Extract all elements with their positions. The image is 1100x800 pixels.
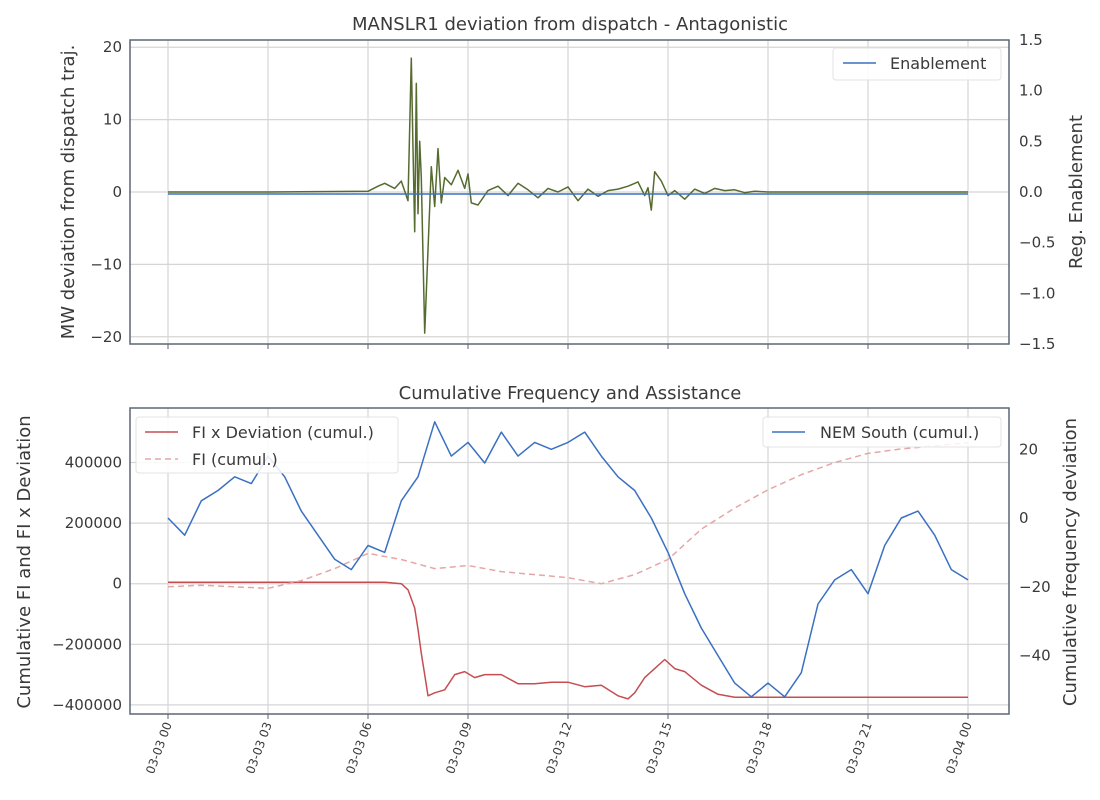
bottom-series-fi-cumul [167,442,969,590]
top-ytick-left-2: 0 [112,183,122,201]
top-chart-title: MANSLR1 deviation from dispatch - Antago… [352,14,788,35]
top-chart: MANSLR1 deviation from dispatch - Antago… [58,14,1087,353]
bottom-xtick-label-7: 03-03 21 [843,720,875,775]
top-ytick-right-6: −1.5 [1019,335,1055,353]
top-ytick-left-4: −20 [90,328,122,346]
bottom-xtick-label-6: 03-03 18 [743,720,775,775]
top-ytick-left-1: 10 [103,111,122,129]
top-ytick-right-1: 1.0 [1019,82,1043,100]
bottom-right-legend[interactable]: NEM South (cumul.) [762,416,1002,448]
top-ytick-right-2: 0.5 [1019,132,1043,150]
legend-label-fi-x-deviation: FI x Deviation (cumul.) [192,423,374,442]
bottom-series-fi-x-deviation-cumul [168,581,968,700]
top-ytick-left-0: 20 [103,38,122,56]
bottom-left-legend[interactable]: FI x Deviation (cumul.) FI (cumul.) [135,416,399,474]
bottom-xtick-label-0: 03-03 00 [143,720,175,775]
bottom-xtick-label-1: 03-03 03 [243,720,275,775]
bottom-xtick-label-5: 03-03 15 [643,720,675,775]
bottom-ytick-left-3: −200000 [52,635,122,653]
bottom-ytick-right-2: −20 [1019,578,1051,596]
bottom-xtick-label-4: 03-03 12 [543,720,575,775]
bottom-ytick-left-4: −400000 [52,696,122,714]
bottom-xtick-label-2: 03-03 06 [343,720,375,775]
legend-label-nem-south: NEM South (cumul.) [820,423,979,442]
bottom-ytick-right-3: −40 [1019,647,1051,665]
bottom-right-axis-label: Cumulative frequency deviation [1060,418,1081,706]
bottom-xtick-label-8: 03-04 00 [943,720,975,775]
legend-label-enablement: Enablement [890,54,986,73]
bottom-chart-frame [129,407,1010,715]
bottom-left-axis-label: Cumulative FI and FI x Deviation [14,415,35,708]
top-left-axis-label: MW deviation from dispatch traj. [58,45,79,340]
bottom-series-nem-south-cumul [167,421,969,698]
top-ytick-right-3: 0.0 [1019,183,1043,201]
bottom-ytick-right-1: 0 [1019,509,1029,527]
bottom-ytick-left-0: 400000 [65,454,122,472]
bottom-chart-title: Cumulative Frequency and Assistance [399,383,742,404]
top-ytick-right-5: −1.0 [1019,284,1055,302]
top-series-line-0 [168,57,968,334]
legend-label-fi-cumul: FI (cumul.) [192,450,278,469]
top-right-axis-label: Reg. Enablement [1066,115,1087,269]
top-ytick-right-0: 1.5 [1019,31,1043,49]
top-ytick-right-4: −0.5 [1019,234,1055,252]
bottom-xtick-label-3: 03-03 09 [443,720,475,775]
bottom-ytick-left-1: 200000 [65,514,122,532]
top-legend[interactable]: Enablement [832,47,1002,81]
bottom-ytick-left-2: 0 [112,575,122,593]
top-chart-frame [129,39,1010,345]
bottom-chart: Cumulative Frequency and Assistance 4000… [14,383,1081,776]
bottom-ytick-right-0: 20 [1019,440,1038,458]
top-ytick-left-3: −10 [90,255,122,273]
